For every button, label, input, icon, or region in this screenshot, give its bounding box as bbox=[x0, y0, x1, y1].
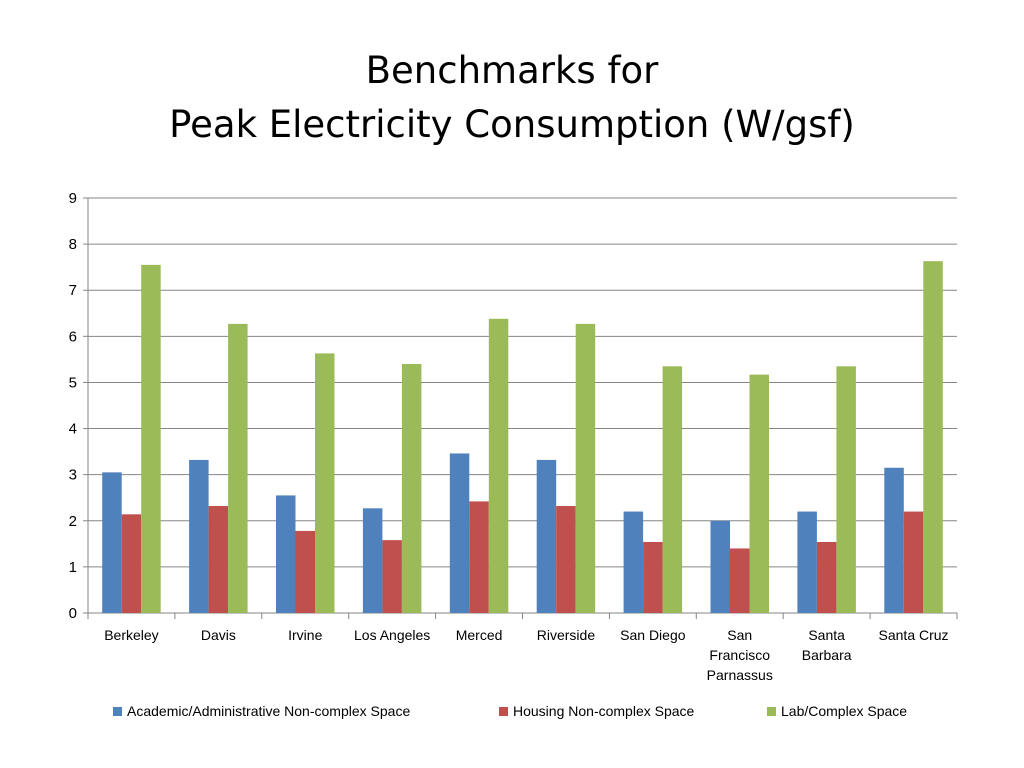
x-tick-label: Santa Cruz bbox=[879, 627, 949, 643]
bar bbox=[797, 511, 817, 613]
chart-title: Benchmarks for Peak Electricity Consumpt… bbox=[0, 44, 1024, 152]
y-tick-label: 8 bbox=[69, 236, 77, 253]
bar bbox=[401, 364, 422, 613]
bar bbox=[102, 472, 122, 613]
x-tick-label: Parnassus bbox=[707, 667, 773, 683]
bar bbox=[662, 366, 683, 613]
bar bbox=[141, 264, 161, 613]
bar bbox=[903, 511, 924, 613]
bar bbox=[884, 467, 904, 613]
x-tick-label: Francisco bbox=[709, 647, 770, 663]
bar bbox=[710, 520, 730, 613]
bar bbox=[121, 514, 142, 613]
legend-swatch bbox=[767, 706, 776, 716]
x-tick-label: Merced bbox=[456, 627, 503, 643]
bar-chart: 0 1 2 3 4 5 6 7 8 9 Berkeley Davis Irvine Los Angeles… bbox=[69, 190, 958, 683]
y-tick-label: 2 bbox=[69, 513, 77, 530]
bar bbox=[536, 459, 557, 613]
x-tick-label: Los Angeles bbox=[354, 627, 430, 643]
bar bbox=[295, 530, 315, 613]
chart-legend: Academic/Administrative Non-complex Spac… bbox=[0, 702, 1024, 720]
y-tick-label: 1 bbox=[69, 559, 77, 576]
bar bbox=[315, 353, 335, 613]
bar bbox=[816, 541, 837, 613]
bar bbox=[208, 506, 229, 613]
y-tick-label: 6 bbox=[69, 328, 77, 345]
legend-swatch bbox=[113, 706, 122, 716]
x-tick-label: Davis bbox=[201, 627, 236, 643]
x-tick-label: Irvine bbox=[288, 627, 322, 643]
y-tick-label: 0 bbox=[69, 605, 77, 622]
x-tick-label: Santa bbox=[808, 627, 845, 643]
y-tick-label: 7 bbox=[69, 282, 77, 299]
bar bbox=[449, 453, 470, 613]
bar bbox=[469, 501, 489, 613]
legend-label: Lab/Complex Space bbox=[781, 703, 908, 719]
bar bbox=[382, 540, 402, 613]
chart-title-line-2: Peak Electricity Consumption (W/gsf) bbox=[169, 103, 855, 146]
legend-item: Lab/Complex Space bbox=[767, 702, 907, 720]
legend-swatch bbox=[499, 706, 508, 716]
bar bbox=[836, 366, 856, 613]
chart-title-line-1: Benchmarks for bbox=[365, 49, 659, 92]
y-tick-label: 3 bbox=[69, 467, 77, 484]
bar bbox=[556, 506, 576, 613]
bar bbox=[749, 374, 769, 613]
bar bbox=[575, 323, 596, 613]
bar bbox=[362, 508, 383, 613]
legend-item: Housing Non-complex Space bbox=[499, 702, 694, 720]
bar bbox=[276, 495, 296, 613]
legend-item: Academic/Administrative Non-complex Spac… bbox=[113, 702, 410, 720]
bar bbox=[623, 511, 644, 613]
x-tick-label: Berkeley bbox=[104, 627, 158, 643]
x-tick-label: Riverside bbox=[537, 627, 596, 643]
y-tick-label: 4 bbox=[69, 421, 77, 438]
bar bbox=[488, 318, 509, 613]
x-tick-label: San bbox=[727, 627, 752, 643]
y-tick-label: 9 bbox=[69, 190, 77, 207]
legend-label: Housing Non-complex Space bbox=[513, 703, 695, 719]
bar bbox=[643, 541, 663, 613]
x-tick-label: San Diego bbox=[620, 627, 686, 643]
bar bbox=[923, 261, 943, 613]
bar bbox=[189, 459, 209, 613]
legend-label: Academic/Administrative Non-complex Spac… bbox=[127, 703, 411, 719]
y-tick-label: 5 bbox=[69, 374, 77, 391]
x-tick-label: Barbara bbox=[802, 647, 852, 663]
bar bbox=[228, 323, 248, 613]
bar bbox=[730, 548, 750, 613]
